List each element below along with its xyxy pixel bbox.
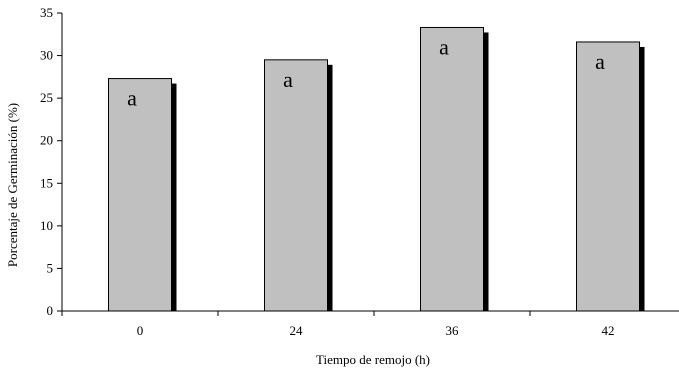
x-tick-label-42: 42 (602, 323, 615, 338)
y-tick-label-25: 25 (40, 90, 53, 105)
bar-24 (264, 59, 328, 312)
x-tick-label-0: 0 (137, 323, 144, 338)
y-tick-label-35: 35 (40, 5, 53, 20)
bar-0 (108, 78, 172, 312)
x-tick-label-36: 36 (446, 323, 460, 338)
plot-area: a a a a 0 5 10 15 20 25 30 35 0 24 36 42 (40, 5, 679, 338)
y-tick-label-10: 10 (40, 218, 53, 233)
bar-label-36: a (439, 34, 449, 59)
y-tick-label-5: 5 (47, 260, 54, 275)
y-tick-label-30: 30 (40, 48, 53, 63)
y-tick-label-0: 0 (47, 303, 54, 318)
bar-label-42: a (595, 49, 605, 74)
bar-label-0: a (127, 86, 137, 111)
bar-36 (420, 26, 484, 312)
y-tick-label-20: 20 (40, 133, 53, 148)
y-tick-label-15: 15 (40, 175, 53, 190)
x-axis-title: Tiempo de remojo (h) (316, 352, 430, 367)
bar-42 (576, 41, 640, 312)
bar-label-24: a (283, 67, 293, 92)
y-axis-title: Porcentaje de Germinación (%) (5, 103, 20, 267)
x-tick-label-24: 24 (290, 323, 304, 338)
